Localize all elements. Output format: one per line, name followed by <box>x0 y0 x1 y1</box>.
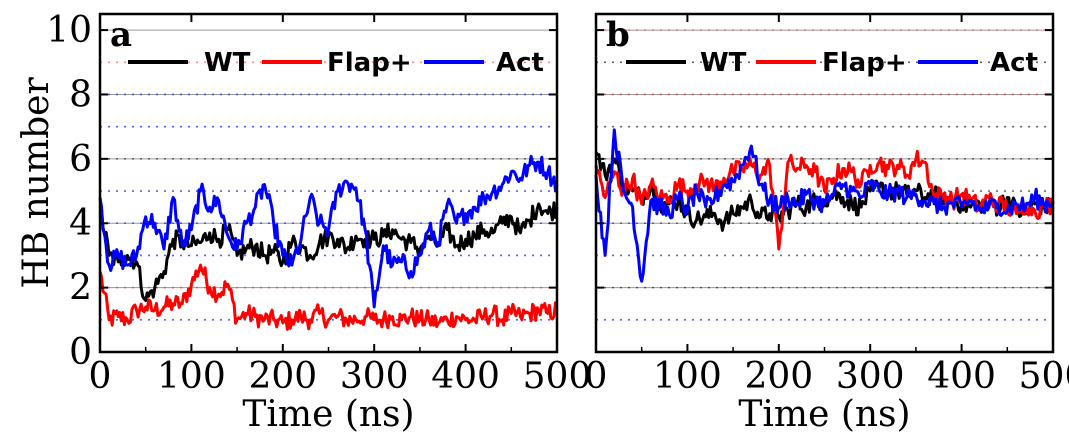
x-tick-label: 200 <box>744 356 813 397</box>
x-tick-label: 300 <box>836 356 905 397</box>
legend-entry-wt: WT <box>128 48 251 78</box>
x-tick-label: 300 <box>340 356 409 397</box>
x-tick-label: 400 <box>927 356 996 397</box>
x-tick-label: 0 <box>89 356 112 397</box>
y-axis-title: HB number <box>16 77 57 289</box>
x-tick-label: 100 <box>157 356 226 397</box>
x-tick-label: 0 <box>585 356 608 397</box>
panel-label: a <box>110 15 132 55</box>
series-line-act <box>98 154 559 309</box>
x-axis-title: Time (ns) <box>242 394 414 435</box>
legend-entry-act: Act <box>424 48 544 78</box>
x-tick-label: 400 <box>431 356 500 397</box>
panel-label: b <box>606 15 630 55</box>
legend-entry-wt: WT <box>626 48 747 78</box>
x-axis-title: Time (ns) <box>738 394 910 435</box>
y-tick-label: 0 <box>69 332 92 373</box>
x-tick-label: 200 <box>248 356 317 397</box>
legend-label: Flap+ <box>822 48 907 78</box>
series-line-flapplus <box>98 263 559 331</box>
legend-entry-flapplus: Flap+ <box>262 48 412 78</box>
y-tick-label: 8 <box>69 74 92 115</box>
y-tick-label: 6 <box>69 139 92 180</box>
legend-label: Act <box>990 48 1038 78</box>
series-line-wt <box>98 201 559 302</box>
legend-entry-act: Act <box>918 48 1038 78</box>
legend-entry-flapplus: Flap+ <box>756 48 907 78</box>
legend-label: Act <box>496 48 544 78</box>
legend-label: WT <box>204 48 251 78</box>
y-tick-label: 2 <box>69 268 92 309</box>
legend-label: WT <box>700 48 747 78</box>
series-line-act <box>594 128 1055 283</box>
chart-panel-b: 0 100 200 300 400 500 Time (ns) b WT Flap+ Act <box>585 12 1069 435</box>
y-tick-label: 10 <box>46 10 92 51</box>
x-tick-label: 500 <box>523 356 592 397</box>
legend-label: Flap+ <box>327 48 412 78</box>
chart-panel-a: 0 100 200 300 400 500 0 2 4 6 8 10 Time (ns) HB numbe… <box>16 10 591 435</box>
x-tick-label: 500 <box>1019 356 1069 397</box>
x-tick-label: 100 <box>653 356 722 397</box>
y-tick-label: 4 <box>69 203 92 244</box>
